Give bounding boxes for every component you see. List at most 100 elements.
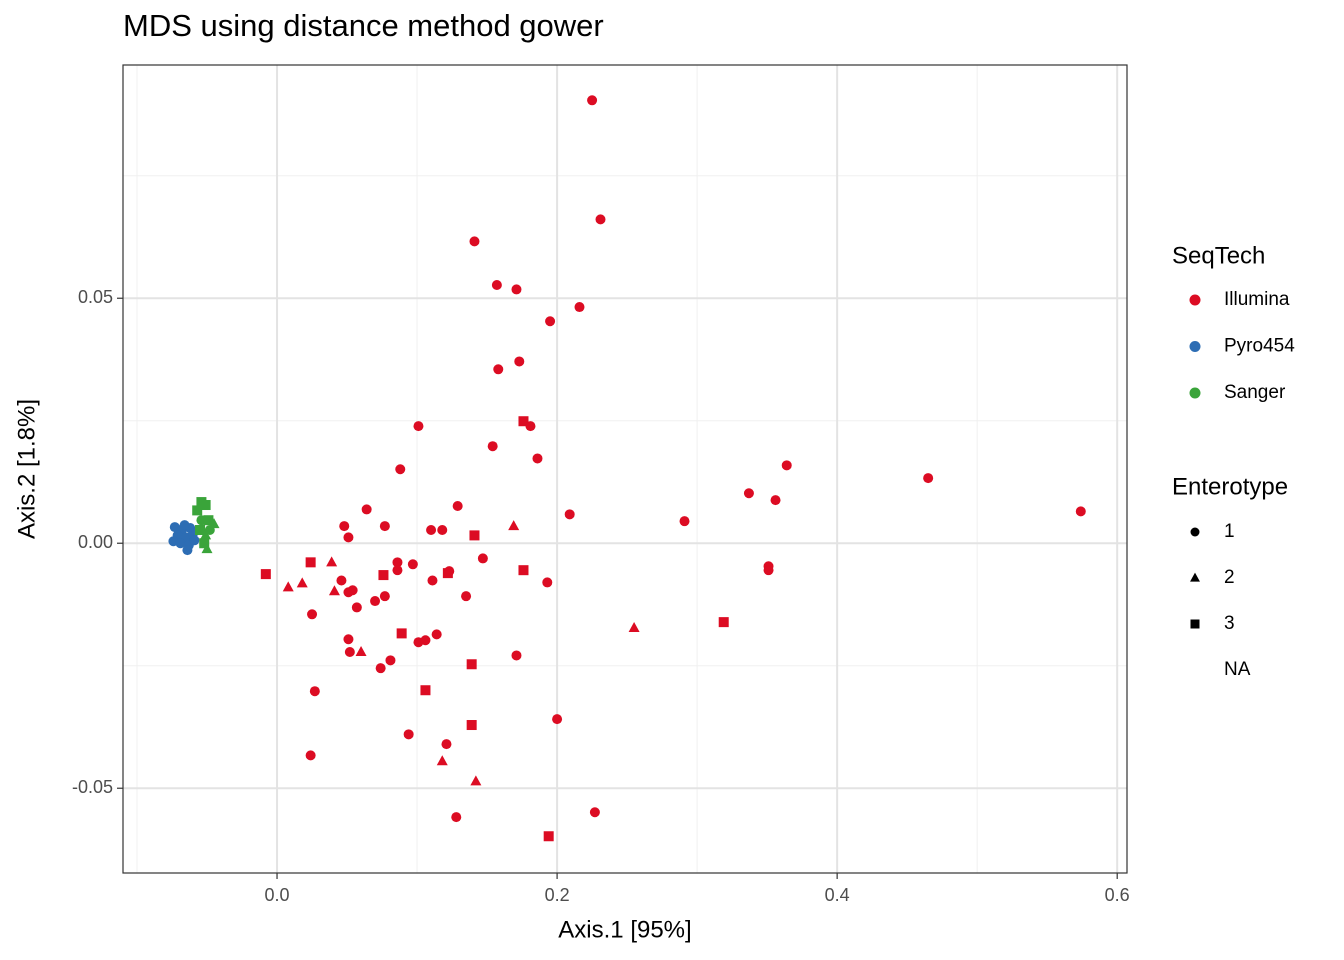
point bbox=[407, 559, 418, 570]
point bbox=[595, 214, 606, 225]
y-tick-label: -0.05 bbox=[72, 777, 113, 797]
point bbox=[344, 647, 355, 658]
point bbox=[441, 739, 452, 750]
x-tick-label: 0.0 bbox=[265, 885, 290, 905]
point bbox=[532, 453, 543, 464]
legend-label: 2 bbox=[1224, 567, 1235, 588]
point bbox=[328, 585, 340, 596]
point bbox=[395, 464, 406, 475]
point bbox=[466, 659, 477, 670]
point bbox=[466, 720, 477, 731]
point bbox=[542, 577, 553, 588]
point bbox=[260, 569, 271, 580]
legend-label: NA bbox=[1224, 659, 1251, 680]
y-tick-label: 0.05 bbox=[78, 287, 113, 307]
point bbox=[370, 596, 381, 607]
point bbox=[182, 545, 193, 556]
legend-symbol bbox=[1189, 294, 1201, 306]
point bbox=[307, 609, 318, 620]
point bbox=[427, 575, 438, 586]
legend-label: Pyro454 bbox=[1224, 336, 1295, 357]
x-tick-label: 0.6 bbox=[1105, 885, 1130, 905]
point bbox=[196, 515, 207, 526]
point bbox=[296, 577, 308, 588]
point bbox=[589, 807, 600, 818]
point bbox=[511, 650, 522, 661]
legend-shape bbox=[1190, 619, 1200, 629]
legend-symbol bbox=[1189, 341, 1201, 352]
point bbox=[199, 538, 210, 549]
plot-border bbox=[122, 64, 1128, 874]
grid bbox=[123, 65, 1127, 873]
point bbox=[491, 280, 502, 291]
point bbox=[195, 525, 206, 536]
point bbox=[379, 591, 390, 602]
point bbox=[192, 505, 203, 516]
point bbox=[552, 714, 563, 725]
point bbox=[351, 602, 362, 613]
point bbox=[437, 525, 448, 536]
point bbox=[442, 568, 453, 579]
point bbox=[493, 364, 504, 375]
point bbox=[204, 525, 215, 536]
point bbox=[175, 538, 186, 549]
point bbox=[763, 565, 774, 576]
point bbox=[339, 521, 350, 532]
point bbox=[923, 473, 934, 484]
legend-shape bbox=[1190, 527, 1200, 537]
point bbox=[1075, 506, 1086, 517]
points bbox=[168, 95, 1086, 842]
point bbox=[452, 500, 463, 511]
x-axis-label: Axis.1 [95%] bbox=[558, 916, 691, 943]
point bbox=[545, 316, 556, 327]
point bbox=[469, 530, 480, 541]
point bbox=[326, 556, 338, 567]
point bbox=[574, 302, 585, 313]
point bbox=[518, 565, 529, 576]
y-axis-label: Axis.2 [1.8%] bbox=[13, 399, 40, 539]
point bbox=[403, 729, 414, 740]
point bbox=[718, 617, 729, 628]
point bbox=[179, 520, 190, 531]
point bbox=[305, 557, 316, 568]
point bbox=[413, 421, 424, 432]
x-tick-label: 0.4 bbox=[825, 885, 850, 905]
point bbox=[518, 416, 529, 427]
legend-title: SeqTech bbox=[1172, 242, 1265, 269]
point bbox=[770, 495, 781, 506]
point bbox=[477, 553, 488, 564]
point bbox=[200, 500, 211, 511]
point bbox=[564, 509, 575, 520]
point bbox=[305, 750, 316, 761]
point bbox=[543, 831, 554, 842]
point bbox=[392, 557, 403, 568]
point bbox=[436, 755, 448, 766]
point bbox=[189, 535, 200, 546]
point bbox=[361, 504, 372, 515]
point bbox=[487, 441, 498, 452]
y-tick-label: 0.00 bbox=[78, 532, 113, 552]
point bbox=[203, 515, 214, 526]
point bbox=[282, 581, 294, 592]
point bbox=[426, 525, 437, 536]
chart-title: MDS using distance method gower bbox=[123, 8, 604, 43]
point bbox=[420, 685, 431, 696]
point bbox=[378, 570, 389, 581]
point bbox=[781, 460, 792, 471]
legend: Illumina Pyro454 Sanger 1 2 3 NA bbox=[1189, 289, 1295, 680]
point bbox=[385, 655, 396, 666]
point bbox=[514, 356, 525, 367]
point bbox=[375, 663, 386, 674]
legend-label: Sanger bbox=[1224, 382, 1286, 403]
point bbox=[343, 587, 354, 598]
point bbox=[355, 646, 367, 657]
shape-legend-title: Enterotype bbox=[1172, 473, 1288, 500]
point bbox=[413, 637, 424, 648]
point bbox=[461, 591, 472, 602]
point bbox=[587, 95, 598, 106]
point bbox=[743, 488, 754, 499]
point bbox=[392, 565, 403, 576]
point bbox=[451, 812, 462, 823]
legend-symbol bbox=[1189, 387, 1201, 399]
